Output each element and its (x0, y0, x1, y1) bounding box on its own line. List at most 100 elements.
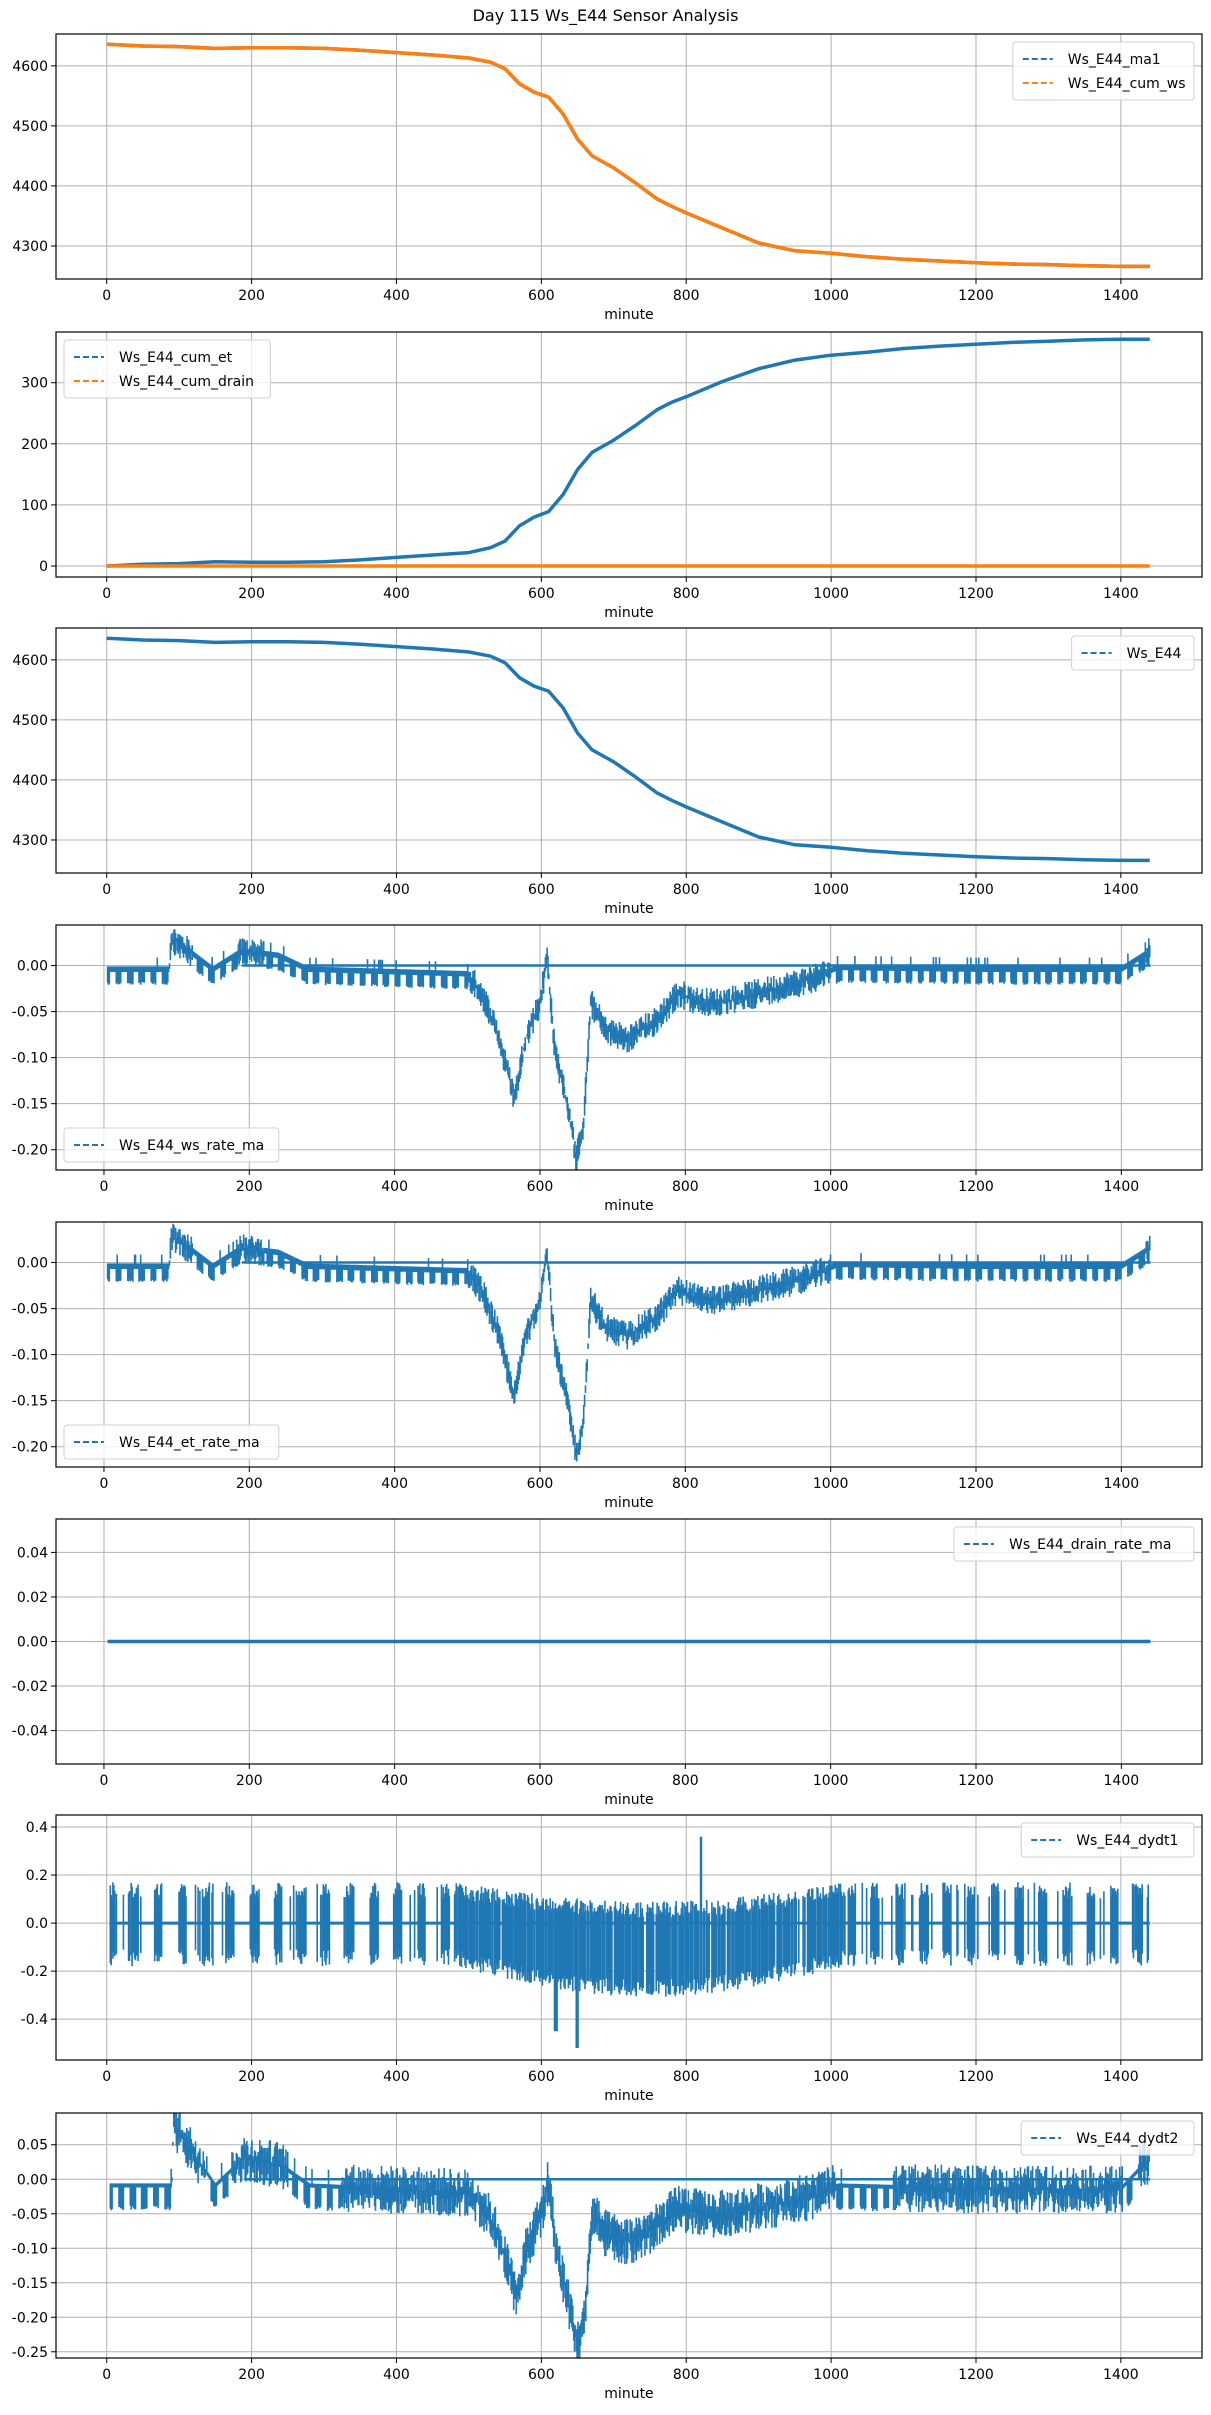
svg-text:0.0: 0.0 (26, 1916, 48, 1932)
subplot-5: 0 200 400 600 800 1000 1200 1400 -0.20 -0.15 -0.10… (12, 1221, 1203, 1511)
svg-text:200: 200 (238, 2367, 265, 2383)
svg-text:100: 100 (21, 498, 48, 514)
x-axis-label: minute (604, 901, 653, 917)
svg-text:4600: 4600 (12, 59, 48, 75)
x-tick-labels: 0 200 400 600 800 1000 1200 1400 (102, 2358, 1139, 2383)
axes-frame (55, 2112, 1203, 2359)
axes-frame (55, 331, 1203, 578)
svg-text:-0.15: -0.15 (12, 1097, 48, 1113)
svg-text:-0.10: -0.10 (12, 1051, 48, 1067)
series-group (106, 1223, 1151, 1462)
svg-text:1000: 1000 (813, 1773, 849, 1789)
svg-text:0.00: 0.00 (17, 1256, 48, 1272)
x-axis-label: minute (604, 1495, 653, 1511)
svg-text:800: 800 (673, 2069, 700, 2085)
svg-text:0: 0 (100, 1179, 109, 1195)
svg-text:0.00: 0.00 (17, 1635, 48, 1651)
svg-text:400: 400 (383, 2367, 410, 2383)
svg-text:1200: 1200 (958, 1773, 994, 1789)
x-axis-label: minute (604, 1198, 653, 1214)
series-line (109, 1836, 1149, 2048)
svg-text:-0.4: -0.4 (21, 2012, 48, 2028)
svg-text:0.00: 0.00 (17, 2172, 48, 2188)
svg-text:1400: 1400 (1103, 2069, 1139, 2085)
x-tick-labels: 0 200 400 600 800 1000 1200 1400 (102, 577, 1139, 602)
svg-text:1200: 1200 (958, 2069, 994, 2085)
legend-label: Ws_E44_ws_rate_ma (119, 1138, 264, 1154)
svg-text:800: 800 (672, 1476, 699, 1492)
svg-text:-0.04: -0.04 (12, 1724, 48, 1740)
legend: Ws_E44_dydt2 (1020, 2120, 1195, 2156)
subplot-8: 0 200 400 600 800 1000 1200 1400 -0.25 -0.20 -0.15… (12, 2112, 1203, 2402)
series-line (106, 337, 1150, 568)
svg-text:1000: 1000 (813, 2069, 849, 2085)
x-axis-label: minute (604, 307, 653, 323)
svg-text:800: 800 (673, 586, 700, 602)
svg-text:0: 0 (39, 559, 48, 575)
svg-text:1000: 1000 (813, 1476, 849, 1492)
legend-label: Ws_E44 (1127, 646, 1182, 662)
svg-text:1200: 1200 (958, 882, 994, 898)
svg-text:400: 400 (381, 1773, 408, 1789)
svg-text:600: 600 (528, 2069, 555, 2085)
x-tick-labels: 0 200 400 600 800 1000 1200 1400 (102, 2060, 1139, 2085)
subplot-7: 0 200 400 600 800 1000 1200 1400 -0.4 -0.2 0.0 0.2 0… (21, 1814, 1203, 2104)
svg-text:800: 800 (672, 1179, 699, 1195)
series-group (106, 636, 1150, 863)
svg-text:4600: 4600 (12, 653, 48, 669)
svg-text:1400: 1400 (1103, 586, 1139, 602)
svg-text:600: 600 (527, 1179, 554, 1195)
svg-text:600: 600 (527, 1773, 554, 1789)
axes-frame (55, 924, 1203, 1171)
svg-text:800: 800 (672, 1773, 699, 1789)
y-tick-labels: -0.4 -0.2 0.0 0.2 0.4 (21, 1820, 56, 2028)
svg-text:200: 200 (238, 2069, 265, 2085)
y-tick-labels: -0.20 -0.15 -0.10 -0.05 0.00 (12, 959, 56, 1159)
svg-text:200: 200 (236, 1476, 263, 1492)
svg-text:4400: 4400 (12, 179, 48, 195)
series-group (106, 42, 1150, 269)
legend-label: Ws_E44_cum_et (119, 350, 233, 366)
legend: Ws_E44_ws_rate_ma (63, 1127, 280, 1163)
legend-label: Ws_E44_ma1 (1068, 52, 1161, 68)
svg-text:200: 200 (21, 437, 48, 453)
svg-text:4300: 4300 (12, 833, 48, 849)
svg-text:1400: 1400 (1104, 1179, 1140, 1195)
series-group (106, 929, 1151, 1170)
svg-text:1200: 1200 (958, 2367, 994, 2383)
svg-text:1000: 1000 (813, 288, 849, 304)
subplot-4: 0 200 400 600 800 1000 1200 1400 -0.20 -0.15 -0.10… (12, 924, 1203, 1214)
svg-text:200: 200 (238, 882, 265, 898)
svg-text:-0.20: -0.20 (12, 1143, 48, 1159)
y-tick-labels: 4300 4400 4500 4600 (12, 59, 56, 255)
svg-text:300: 300 (21, 376, 48, 392)
svg-text:0: 0 (102, 2367, 111, 2383)
grid (56, 628, 1202, 873)
svg-text:1200: 1200 (958, 1179, 994, 1195)
svg-text:800: 800 (673, 2367, 700, 2383)
legend: Ws_E44_ma1 Ws_E44_cum_ws (1012, 41, 1195, 101)
svg-text:-0.20: -0.20 (12, 2310, 48, 2326)
svg-text:1400: 1400 (1103, 288, 1139, 304)
svg-text:4500: 4500 (12, 713, 48, 729)
x-tick-labels: 0 200 400 600 800 1000 1200 1400 (100, 1764, 1139, 1789)
subplot-2: 0 200 400 600 800 1000 1200 1400 0 100 200 300 minut… (21, 331, 1203, 621)
y-tick-labels: 0 100 200 300 (21, 376, 56, 575)
y-tick-labels: -0.25 -0.20 -0.15 -0.10 -0.05 0.00 0.05 (12, 2138, 56, 2361)
svg-text:0: 0 (102, 586, 111, 602)
svg-text:0.04: 0.04 (17, 1545, 48, 1561)
svg-text:200: 200 (236, 1773, 263, 1789)
svg-text:0: 0 (102, 2069, 111, 2085)
svg-text:400: 400 (383, 882, 410, 898)
svg-text:1000: 1000 (813, 1179, 849, 1195)
svg-text:1000: 1000 (813, 586, 849, 602)
svg-text:-0.15: -0.15 (12, 1394, 48, 1410)
svg-text:800: 800 (673, 288, 700, 304)
legend-label: Ws_E44_dydt2 (1076, 2131, 1178, 2147)
svg-text:600: 600 (527, 1476, 554, 1492)
svg-text:0: 0 (102, 882, 111, 898)
svg-text:400: 400 (381, 1476, 408, 1492)
svg-text:1400: 1400 (1103, 2367, 1139, 2383)
